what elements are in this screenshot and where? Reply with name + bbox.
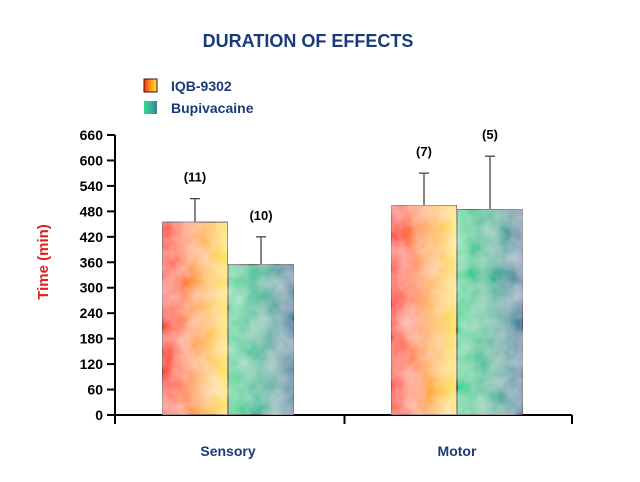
- y-tick-label: 600: [80, 152, 104, 168]
- y-tick-label: 300: [80, 280, 104, 296]
- sample-size-label: (10): [249, 208, 272, 223]
- y-tick-label: 660: [80, 127, 104, 143]
- y-axis-label: Time (min): [35, 224, 52, 300]
- y-tick-label: 180: [80, 331, 104, 347]
- chart-title: DURATION OF EFFECTS: [203, 31, 414, 51]
- legend-swatch: [144, 101, 157, 114]
- legend-swatch: [143, 78, 158, 93]
- sample-size-label: (7): [416, 144, 432, 159]
- x-category-label: Sensory: [200, 443, 255, 459]
- y-tick-label: 480: [80, 203, 104, 219]
- sample-size-label: (5): [482, 127, 498, 142]
- bar-iqb-9302-sensory: [161, 221, 229, 416]
- legend-label: Bupivacaine: [171, 100, 254, 116]
- bar-bupivacaine-motor: [456, 208, 524, 416]
- y-tick-label: 240: [80, 305, 104, 321]
- y-tick-label: 420: [80, 229, 104, 245]
- y-tick-label: 60: [87, 382, 103, 398]
- bar-iqb-9302-motor: [390, 204, 458, 416]
- y-tick-label: 360: [80, 254, 104, 270]
- y-tick-label: 120: [80, 356, 104, 372]
- bar-bupivacaine-sensory: [227, 263, 295, 416]
- bars: [161, 155, 524, 416]
- axes: 0 60 120 180 240 300 360 420 480 540 600 660: [80, 127, 573, 424]
- y-tick-label: 540: [80, 178, 104, 194]
- legend: IQB-9302 Bupivacaine: [143, 78, 254, 116]
- x-category-label: Motor: [438, 443, 477, 459]
- sample-size-label: (11): [184, 170, 206, 185]
- labels: Sensory Motor (11) (7) (10) (5): [184, 127, 498, 459]
- y-tick-label: 0: [95, 407, 103, 423]
- legend-label: IQB-9302: [171, 78, 232, 94]
